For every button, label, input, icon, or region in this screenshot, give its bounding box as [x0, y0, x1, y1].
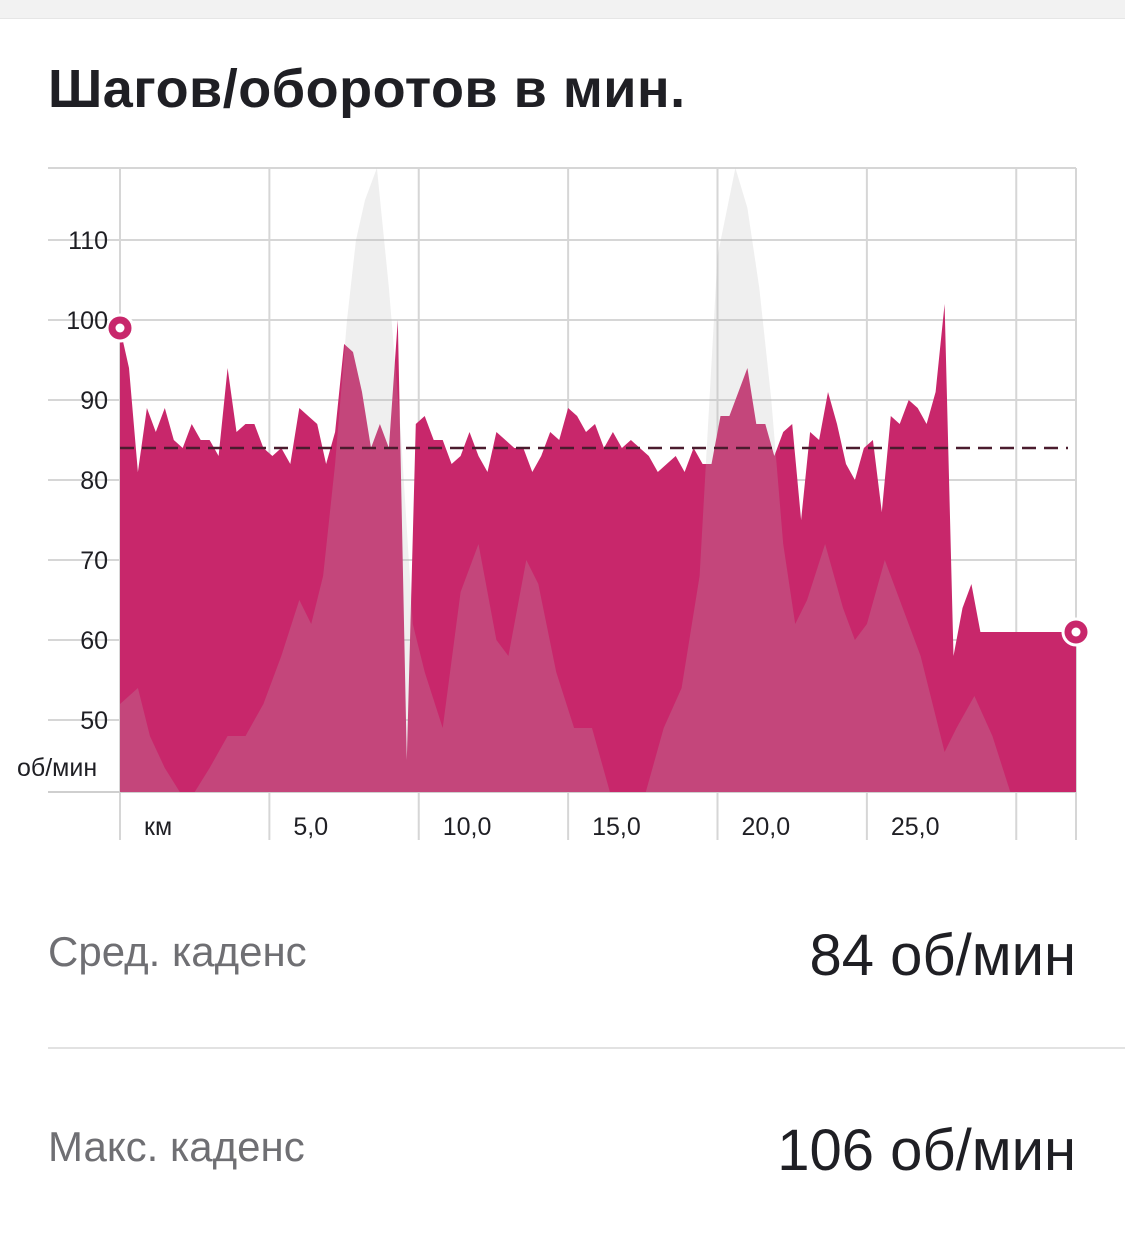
y-tick-label-80: 80	[80, 467, 108, 495]
x-tick-label-5: 25,0	[891, 813, 940, 841]
x-tick-label-4: 20,0	[742, 813, 791, 841]
stat-value-max-cadence: 106 об/мин	[777, 1118, 1076, 1183]
y-tick-label-110: 110	[68, 227, 108, 255]
stat-value-average-cadence: 84 об/мин	[809, 923, 1076, 988]
x-tick-label-0: км	[144, 813, 172, 841]
top-strip	[0, 0, 1125, 19]
y-tick-label-100: 100	[66, 307, 108, 335]
stat-label-average-cadence: Сред. каденс	[48, 928, 307, 975]
y-tick-label-60: 60	[80, 627, 108, 655]
y-tick-label-70: 70	[80, 547, 108, 575]
stat-label-max-cadence: Макс. каденс	[48, 1123, 305, 1170]
chart-areas	[120, 168, 1076, 792]
stat-row-max-cadence: Макс. каденс 106 об/мин	[48, 1095, 1076, 1215]
x-tick-label-1: 5,0	[293, 813, 328, 841]
cadence-chart: 50 60 70 80 90 100 110 об/мин км 5,0 10,0 15,0 20,0 2…	[17, 167, 1091, 841]
x-tick-label-3: 15,0	[592, 813, 641, 841]
page-title: Шагов/оборотов в мин.	[48, 59, 686, 119]
x-tick-label-2: 10,0	[443, 813, 492, 841]
stat-row-average-cadence: Сред. каденс 84 об/мин	[48, 900, 1076, 1020]
y-tick-label-90: 90	[80, 387, 108, 415]
chart-labels: 50 60 70 80 90 100 110 об/мин км 5,0 10,0 15,0 20,0 2…	[17, 227, 940, 841]
y-axis-unit-label: об/мин	[17, 754, 97, 782]
end-marker-inner	[1071, 627, 1081, 637]
cadence-area	[120, 304, 1076, 792]
start-marker-inner	[115, 323, 125, 333]
y-tick-label-50: 50	[80, 707, 108, 735]
stats-divider	[48, 1047, 1125, 1049]
elevation-area	[120, 168, 1076, 792]
chart-overlay	[105, 313, 1091, 647]
